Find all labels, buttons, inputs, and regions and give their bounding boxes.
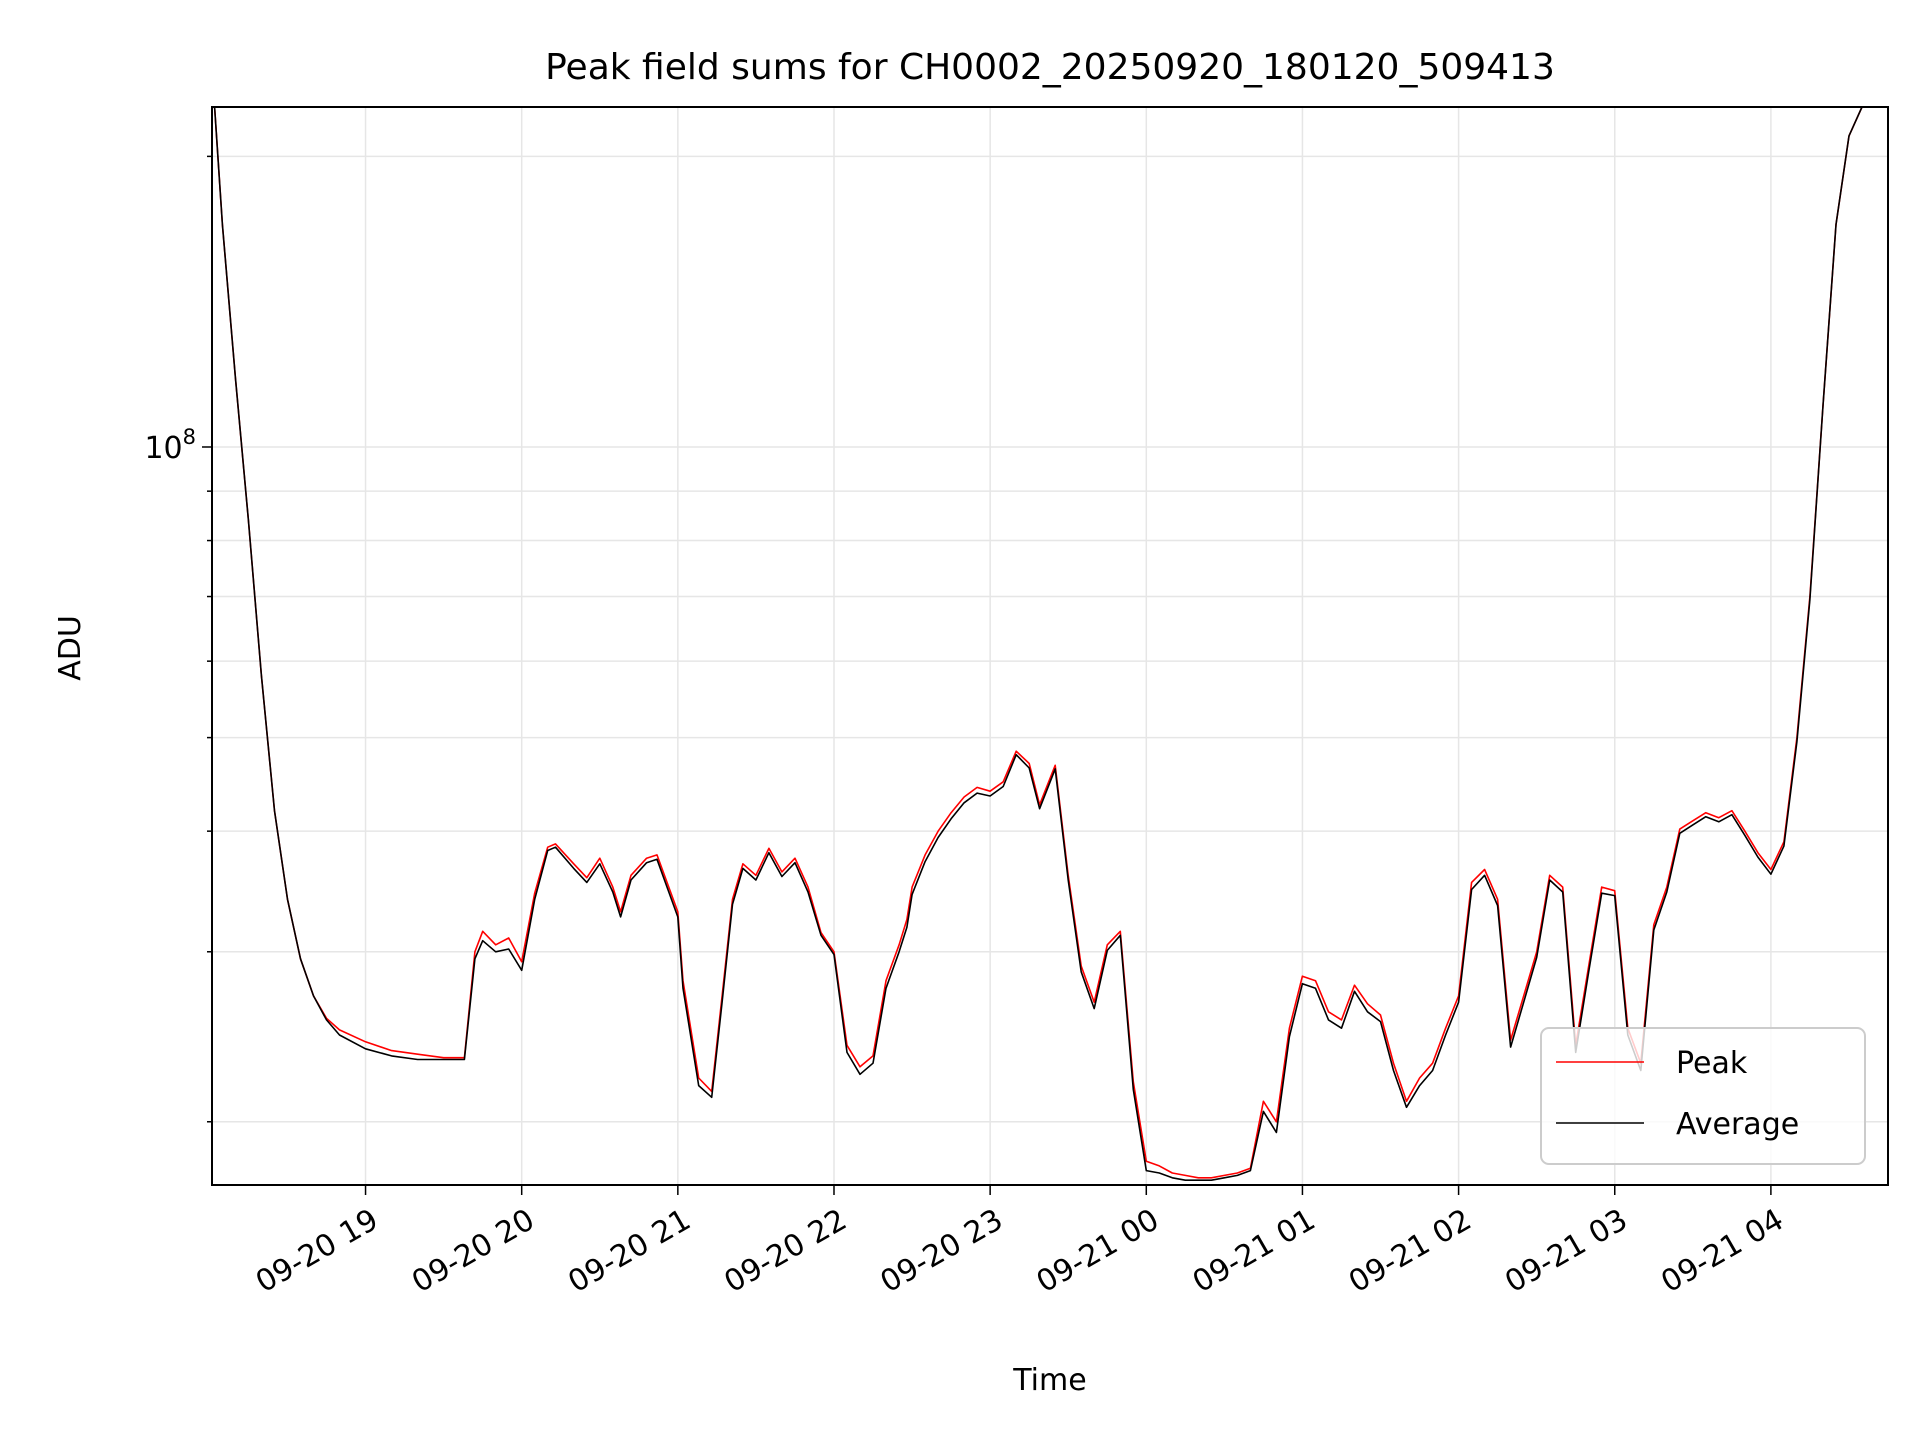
x-tick-label: 09-20 19 (250, 1202, 384, 1300)
series-line-average (213, 106, 1875, 1181)
series-line-peak (213, 106, 1875, 1179)
grid (212, 107, 1888, 1185)
legend-label-average: Average (1676, 1107, 1799, 1142)
x-tick-label: 09-21 02 (1343, 1202, 1477, 1300)
chart-title: Peak field sums for CH0002_20250920_1801… (545, 47, 1555, 88)
legend: Peak Average (1540, 1027, 1866, 1165)
x-axis: 09-20 19 09-20 20 09-20 21 09-20 22 09-20 23… (250, 1185, 1790, 1300)
y-axis: 108 (144, 155, 212, 1123)
x-tick-label: 09-21 03 (1499, 1202, 1633, 1300)
x-tick-label: 09-20 22 (718, 1202, 852, 1300)
x-tick-label: 09-20 21 (562, 1202, 696, 1300)
x-axis-label: Time (1012, 1363, 1086, 1398)
x-tick-label: 09-21 04 (1655, 1202, 1789, 1300)
y-axis-label: ADU (53, 615, 88, 681)
legend-label-peak: Peak (1676, 1046, 1748, 1081)
x-tick-label: 09-21 00 (1031, 1202, 1165, 1300)
y-tick-label: 108 (144, 425, 196, 466)
x-tick-label: 09-21 01 (1187, 1202, 1321, 1300)
x-tick-label: 09-20 20 (406, 1202, 540, 1300)
plot-area (213, 106, 1875, 1181)
x-tick-label: 09-20 23 (875, 1202, 1009, 1300)
axes-frame (211, 106, 1889, 1186)
